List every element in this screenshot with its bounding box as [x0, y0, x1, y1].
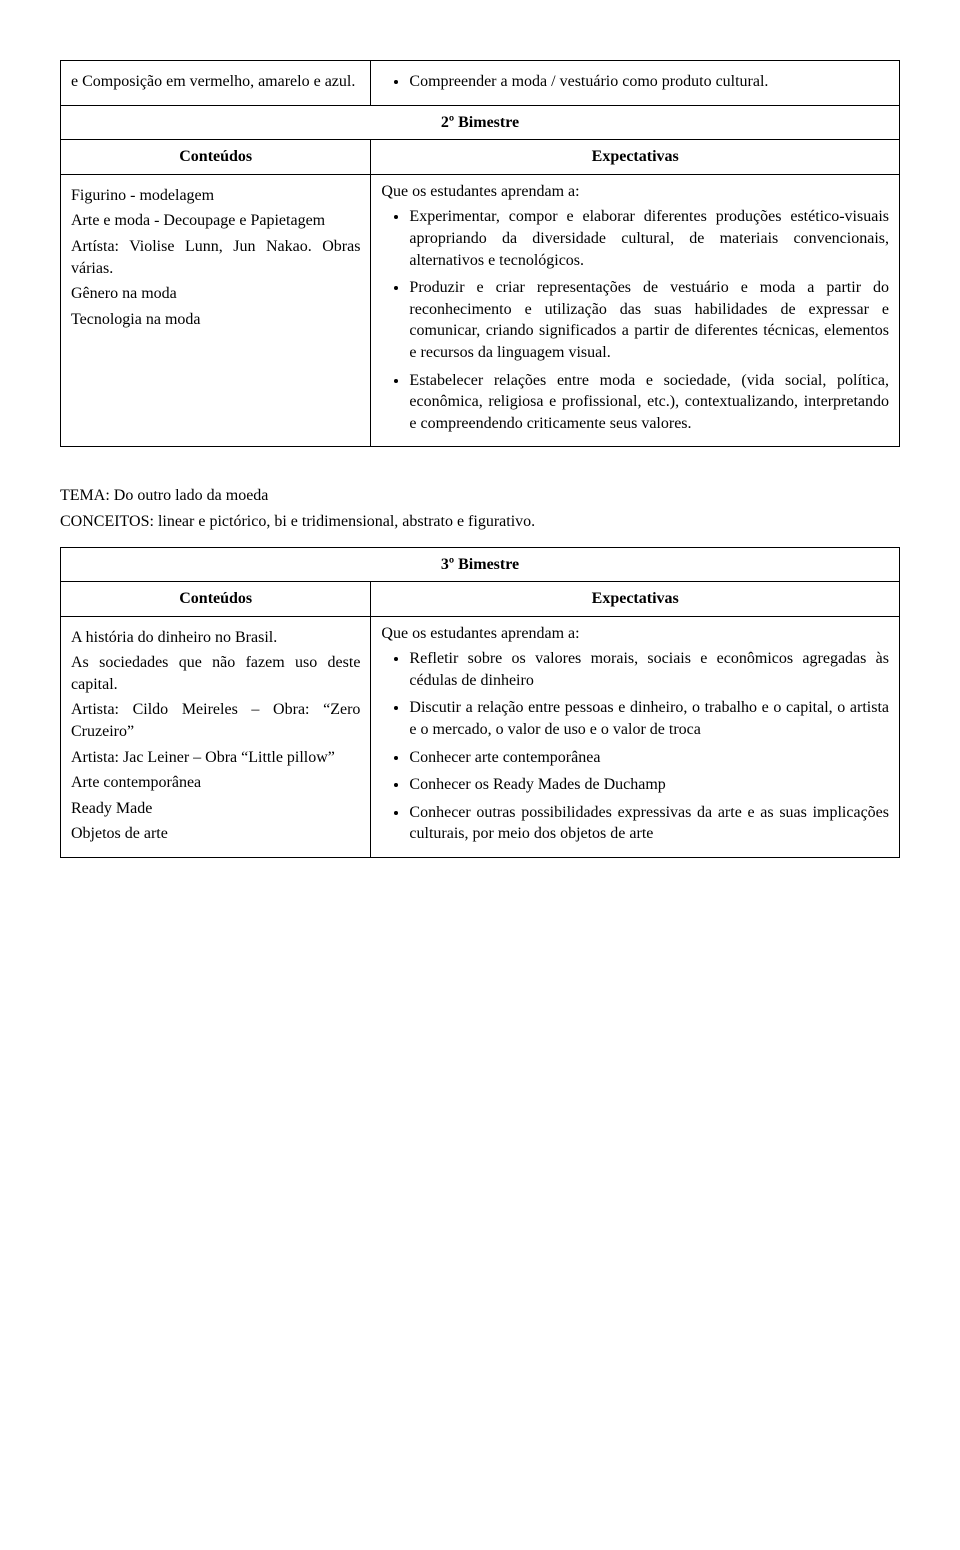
prev-left-text: e Composição em vermelho, amarelo e azul…	[71, 71, 360, 93]
bullet-item: Produzir e criar representações de vestu…	[409, 277, 889, 363]
small-spacer	[60, 537, 900, 547]
spacer	[60, 447, 900, 481]
text-line: Figurino - modelagem	[71, 185, 360, 207]
bim3-intro: Que os estudantes aprendam a:	[381, 623, 889, 645]
prev-bullet: Compreender a moda / vestuário como prod…	[409, 71, 889, 93]
text-line: As sociedades que não fazem uso deste ca…	[71, 652, 360, 695]
bim2-conteudos-header: Conteúdos	[179, 148, 252, 165]
prev-right-bullets: Compreender a moda / vestuário como prod…	[381, 71, 889, 93]
bim2-title: 2º Bimestre	[441, 114, 519, 131]
text-line: Ready Made	[71, 798, 360, 820]
text-line: Arte e moda - Decoupage e Papietagem	[71, 210, 360, 232]
tema-line: TEMA: Do outro lado da moeda	[60, 485, 900, 507]
bullet-item: Refletir sobre os valores morais, sociai…	[409, 648, 889, 691]
bim2-bullets: Experimentar, compor e elaborar diferent…	[381, 206, 889, 434]
text-line: Objetos de arte	[71, 823, 360, 845]
table-bimestre-2: e Composição em vermelho, amarelo e azul…	[60, 60, 900, 447]
bim2-left-text: Figurino - modelagem Arte e moda - Decoup…	[71, 185, 360, 331]
bullet-item: Conhecer arte contemporânea	[409, 747, 889, 769]
row-bim2-headers: Conteúdos Expectativas	[61, 140, 900, 175]
bullet-item: Experimentar, compor e elaborar diferent…	[409, 206, 889, 271]
bim3-bullets: Refletir sobre os valores morais, sociai…	[381, 648, 889, 845]
text-line: Artista: Cildo Meireles – Obra: “Zero Cr…	[71, 699, 360, 742]
conceitos-line: CONCEITOS: linear e pictórico, bi e trid…	[60, 511, 900, 533]
table-bimestre-3: 3º Bimestre Conteúdos Expectativas A his…	[60, 547, 900, 859]
bim3-title: 3º Bimestre	[441, 556, 519, 573]
text-line: A história do dinheiro no Brasil.	[71, 627, 360, 649]
text-line: Tecnologia na moda	[71, 309, 360, 331]
bim2-expect-header: Expectativas	[592, 148, 679, 165]
bullet-item: Conhecer outras possibilidades expressiv…	[409, 802, 889, 845]
bim3-left-text: A história do dinheiro no Brasil. As soci…	[71, 627, 360, 845]
row-bim3-title: 3º Bimestre	[61, 547, 900, 582]
text-line: Artista: Jac Leiner – Obra “Little pillo…	[71, 747, 360, 769]
row-bim2-body: Figurino - modelagem Arte e moda - Decoup…	[61, 174, 900, 447]
bim2-intro: Que os estudantes aprendam a:	[381, 181, 889, 203]
row-bim3-headers: Conteúdos Expectativas	[61, 582, 900, 617]
text-line: Artísta: Violise Lunn, Jun Nakao. Obras …	[71, 236, 360, 279]
bim3-expect-header: Expectativas	[592, 590, 679, 607]
row-bim3-body: A história do dinheiro no Brasil. As soci…	[61, 616, 900, 857]
bim3-conteudos-header: Conteúdos	[179, 590, 252, 607]
bullet-item: Estabelecer relações entre moda e socied…	[409, 370, 889, 435]
text-line: Gênero na moda	[71, 283, 360, 305]
row-bim2-title: 2º Bimestre	[61, 105, 900, 140]
bullet-item: Discutir a relação entre pessoas e dinhe…	[409, 697, 889, 740]
text-line: Arte contemporânea	[71, 772, 360, 794]
bullet-item: Conhecer os Ready Mades de Duchamp	[409, 774, 889, 796]
row-continuation: e Composição em vermelho, amarelo e azul…	[61, 61, 900, 106]
